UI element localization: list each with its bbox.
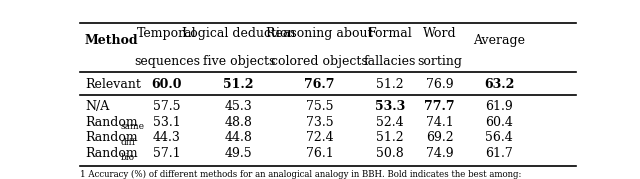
Text: Random: Random — [85, 147, 138, 160]
Text: diff: diff — [121, 138, 136, 147]
Text: sequences: sequences — [134, 55, 200, 67]
Text: Average: Average — [473, 34, 525, 47]
Text: colored objects: colored objects — [271, 55, 368, 67]
Text: 73.5: 73.5 — [306, 116, 333, 129]
Text: 61.9: 61.9 — [485, 100, 513, 113]
Text: 75.5: 75.5 — [306, 100, 333, 113]
Text: 45.3: 45.3 — [225, 100, 253, 113]
Text: 57.1: 57.1 — [153, 147, 180, 160]
Text: 76.7: 76.7 — [304, 78, 335, 91]
Text: 57.5: 57.5 — [153, 100, 180, 113]
Text: 1 Accuracy (%) of different methods for an analogical analogy in BBH. Bold indic: 1 Accuracy (%) of different methods for … — [80, 170, 522, 179]
Text: 56.4: 56.4 — [485, 131, 513, 144]
Text: same: same — [121, 122, 145, 131]
Text: Word: Word — [423, 27, 456, 40]
Text: Logical deduction: Logical deduction — [182, 27, 296, 40]
Text: 53.3: 53.3 — [375, 100, 405, 113]
Text: Relevant: Relevant — [85, 78, 141, 91]
Text: 72.4: 72.4 — [306, 131, 333, 144]
Text: 61.7: 61.7 — [485, 147, 513, 160]
Text: 53.1: 53.1 — [153, 116, 180, 129]
Text: 52.4: 52.4 — [376, 116, 404, 129]
Text: 51.2: 51.2 — [376, 131, 404, 144]
Text: 77.7: 77.7 — [424, 100, 455, 113]
Text: 60.4: 60.4 — [485, 116, 513, 129]
Text: five objects: five objects — [202, 55, 275, 67]
Text: 44.8: 44.8 — [225, 131, 253, 144]
Text: fallacies: fallacies — [364, 55, 416, 67]
Text: 50.8: 50.8 — [376, 147, 404, 160]
Text: 51.2: 51.2 — [376, 78, 404, 91]
Text: 60.0: 60.0 — [152, 78, 182, 91]
Text: Formal: Formal — [367, 27, 412, 40]
Text: Random: Random — [85, 131, 138, 144]
Text: sorting: sorting — [417, 55, 462, 67]
Text: 74.9: 74.9 — [426, 147, 453, 160]
Text: 76.1: 76.1 — [306, 147, 333, 160]
Text: bio: bio — [121, 153, 135, 162]
Text: 63.2: 63.2 — [484, 78, 515, 91]
Text: Random: Random — [85, 116, 138, 129]
Text: 76.9: 76.9 — [426, 78, 453, 91]
Text: 74.1: 74.1 — [426, 116, 454, 129]
Text: Reasoning about: Reasoning about — [266, 27, 373, 40]
Text: 44.3: 44.3 — [153, 131, 180, 144]
Text: 69.2: 69.2 — [426, 131, 453, 144]
Text: 51.2: 51.2 — [223, 78, 254, 91]
Text: 48.8: 48.8 — [225, 116, 253, 129]
Text: Temporal: Temporal — [137, 27, 196, 40]
Text: 49.5: 49.5 — [225, 147, 253, 160]
Text: Method: Method — [85, 34, 139, 47]
Text: N/A: N/A — [85, 100, 109, 113]
